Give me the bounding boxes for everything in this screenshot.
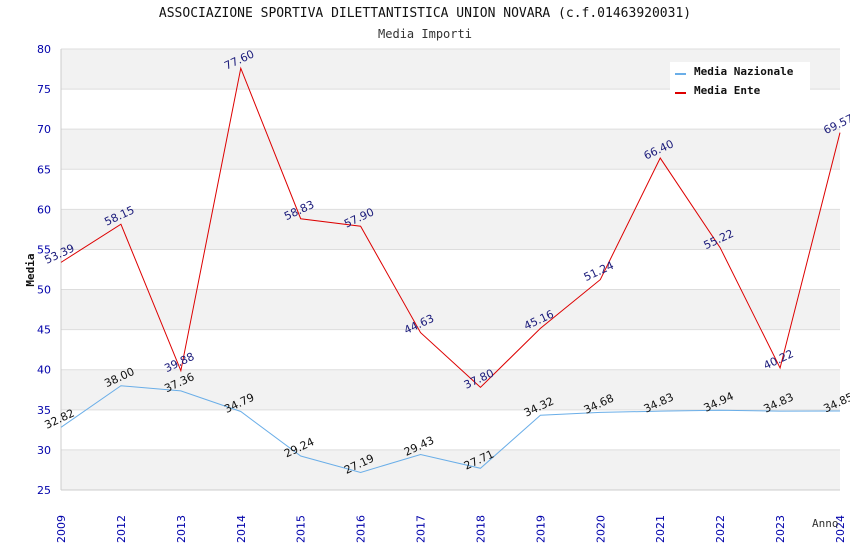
x-tick-label: 2024 (834, 515, 847, 543)
grid-bands (61, 49, 840, 490)
legend-label: Media Nazionale (694, 65, 794, 78)
grid-lines (61, 48, 840, 491)
y-tick-label: 75 (37, 83, 51, 96)
y-tick-label: 65 (37, 163, 51, 176)
x-tick-label: 2015 (295, 515, 308, 543)
y-tick-label: 25 (37, 484, 51, 497)
x-tick-label: 2013 (175, 515, 188, 543)
x-tick-label: 2021 (654, 515, 667, 543)
series-line-media-nazionale (60, 385, 841, 473)
axes (60, 49, 840, 491)
x-tick-label: 2014 (235, 515, 248, 543)
chart-subtitle: Media Importi (378, 27, 472, 41)
y-tick-labels: 25 30 35 40 45 50 55 60 65 70 75 80 (37, 43, 51, 497)
x-axis-title: Anno (812, 517, 839, 530)
y-axis-title: Media (24, 253, 37, 286)
x-tick-label: 2019 (534, 515, 547, 543)
data-label: 40.22 (762, 347, 796, 372)
x-tick-label: 2016 (355, 515, 368, 543)
x-tick-label: 2023 (774, 515, 787, 543)
x-tick-labels: 2009 2012 2013 2014 2015 2016 2017 2018 2019 2020… (55, 515, 847, 543)
grid-band (61, 209, 840, 250)
chart-title: ASSOCIAZIONE SPORTIVA DILETTANTISTICA UN… (158, 6, 692, 21)
y-tick-label: 30 (37, 444, 51, 457)
x-tick-label: 2012 (115, 515, 128, 543)
series-lines (60, 66, 841, 473)
y-tick-label: 80 (37, 43, 51, 56)
legend-box (670, 62, 810, 100)
y-tick-label: 70 (37, 123, 51, 136)
grid-band (61, 289, 840, 330)
grid-band (61, 449, 840, 490)
legend-label: Media Ente (694, 84, 761, 97)
grid-band (61, 129, 840, 170)
y-tick-label: 55 (37, 243, 51, 256)
y-tick-label: 40 (37, 364, 51, 377)
legend: Media Nazionale Media Ente (670, 62, 810, 100)
x-tick-label: 2018 (474, 515, 487, 543)
x-tick-label: 2022 (714, 515, 727, 543)
y-tick-label: 60 (37, 203, 51, 216)
x-tick-label: 2020 (594, 515, 607, 543)
series-line-media-ente (60, 66, 841, 389)
grid-band (61, 369, 840, 410)
y-tick-label: 35 (37, 404, 51, 417)
y-tick-label: 45 (37, 324, 51, 337)
x-tick-label: 2009 (55, 515, 68, 543)
x-tick-label: 2017 (415, 515, 428, 543)
y-tick-label: 50 (37, 284, 51, 297)
